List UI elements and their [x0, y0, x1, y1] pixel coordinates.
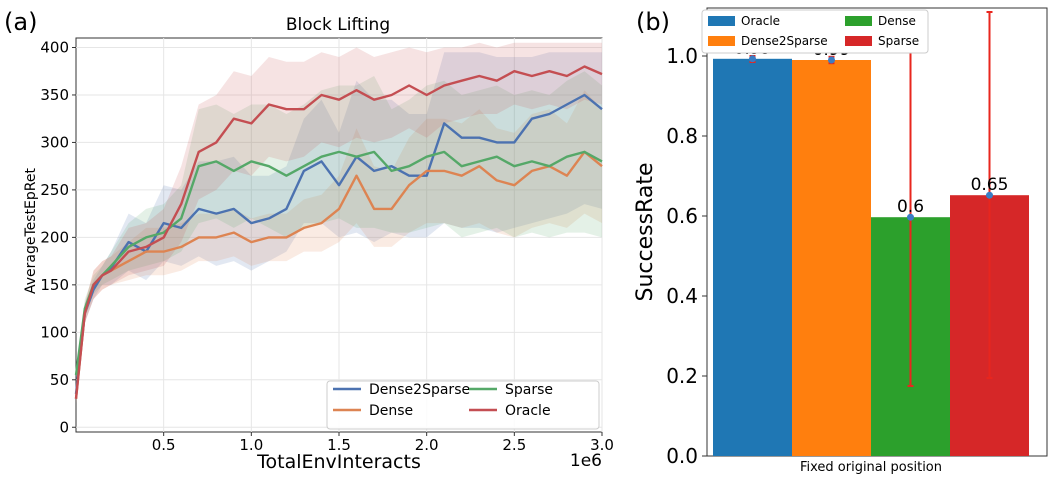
y-tick-label: 50 — [50, 371, 69, 389]
y-tick-label: 0.8 — [666, 124, 698, 148]
line-dense — [74, 150, 603, 399]
legend-swatch-sparse — [845, 36, 872, 46]
line-legend: Dense2Sparse Dense Sparse Oracle — [326, 380, 600, 430]
y-tick-label: 0 — [59, 418, 69, 436]
legend-swatch-oracle — [708, 16, 735, 26]
legend-label-oracle: Oracle — [505, 403, 551, 419]
bar-y-ticks: 0.0 0.2 0.4 0.6 0.8 1.0 — [666, 44, 707, 468]
y-tick-label: 0.0 — [666, 444, 698, 468]
line-dense2sparse — [74, 93, 603, 395]
line-x-scale-label: 1e6 — [570, 451, 602, 471]
line-y-axis-label: AverageTestEpRet — [23, 167, 39, 294]
value-label-sparse: 0.65 — [971, 175, 1009, 195]
legend-label-dense2sparse: Dense2Sparse — [741, 34, 828, 48]
bar-oracle — [713, 58, 792, 457]
bar-dense2sparse — [792, 60, 871, 456]
line-x-axis-label: TotalEnvInteracts — [256, 451, 421, 473]
bar-y-axis-label: SuccessRate — [633, 162, 658, 301]
band-dense — [76, 90, 602, 404]
legend-label-dense: Dense — [369, 403, 413, 419]
line-x-ticks: 0.5 1.0 1.5 2.0 2.5 3.0 — [152, 432, 614, 454]
x-tick-label: 3.0 — [590, 436, 614, 454]
legend-label-dense2sparse: Dense2Sparse — [369, 382, 470, 398]
line-y-ticks: 0 50 100 150 200 250 300 350 400 — [40, 38, 76, 436]
legend-label-sparse: Sparse — [505, 382, 553, 398]
mean-marker-dense — [907, 213, 914, 221]
band-oracle — [76, 42, 602, 404]
x-tick-label: 0.5 — [152, 436, 176, 454]
x-tick-label: 1.5 — [327, 436, 351, 454]
y-tick-label: 1.0 — [666, 44, 698, 68]
mean-marker-dense2sparse — [828, 56, 835, 64]
mean-marker-oracle — [749, 55, 756, 63]
y-tick-label: 400 — [40, 38, 69, 56]
legend-label-sparse: Sparse — [878, 34, 919, 48]
y-tick-label: 350 — [40, 86, 69, 104]
bar-legend: Oracle Dense2Sparse Dense Sparse — [701, 9, 929, 54]
bar-legend-entries: Oracle Dense2Sparse Dense Sparse — [708, 14, 919, 48]
y-tick-label: 200 — [40, 228, 69, 246]
bar-error-bars — [749, 11, 993, 387]
mean-marker-sparse — [986, 191, 993, 199]
y-tick-label: 0.2 — [666, 364, 698, 388]
line-chart-title: Block Lifting — [286, 15, 390, 35]
x-tick-label: 2.0 — [415, 436, 439, 454]
y-tick-label: 150 — [40, 276, 69, 294]
x-tick-label: 1.0 — [239, 436, 263, 454]
legend-swatch-dense2sparse — [708, 36, 735, 46]
panel-label-a: (a) — [4, 8, 37, 36]
y-tick-label: 300 — [40, 133, 69, 151]
value-label-dense: 0.6 — [897, 197, 924, 217]
bar-series — [713, 58, 1029, 457]
legend-label-dense: Dense — [878, 14, 916, 28]
y-tick-label: 250 — [40, 181, 69, 199]
y-tick-label: 100 — [40, 323, 69, 341]
panel-label-b: (b) — [636, 8, 670, 36]
x-tick-label: 2.5 — [502, 436, 526, 454]
legend-swatch-dense — [845, 16, 872, 26]
y-tick-label: 0.4 — [666, 284, 698, 308]
line-sparse — [74, 150, 603, 376]
y-tick-label: 0.6 — [666, 204, 698, 228]
line-chart: Block Lifting 0 50 100 150 200 250 300 350 400 0… — [23, 15, 614, 473]
line-legend-box — [326, 380, 600, 430]
bar-chart: 0.990.990.60.65 0.00.20.40.60.81.0 Fixed… — [633, 7, 1048, 475]
line-series — [74, 65, 603, 399]
line-oracle — [74, 65, 603, 399]
line-legend-entries: Dense2Sparse Dense Sparse Oracle — [333, 382, 553, 419]
legend-label-oracle: Oracle — [741, 14, 780, 28]
bar-x-axis-label: Fixed original position — [800, 460, 942, 475]
